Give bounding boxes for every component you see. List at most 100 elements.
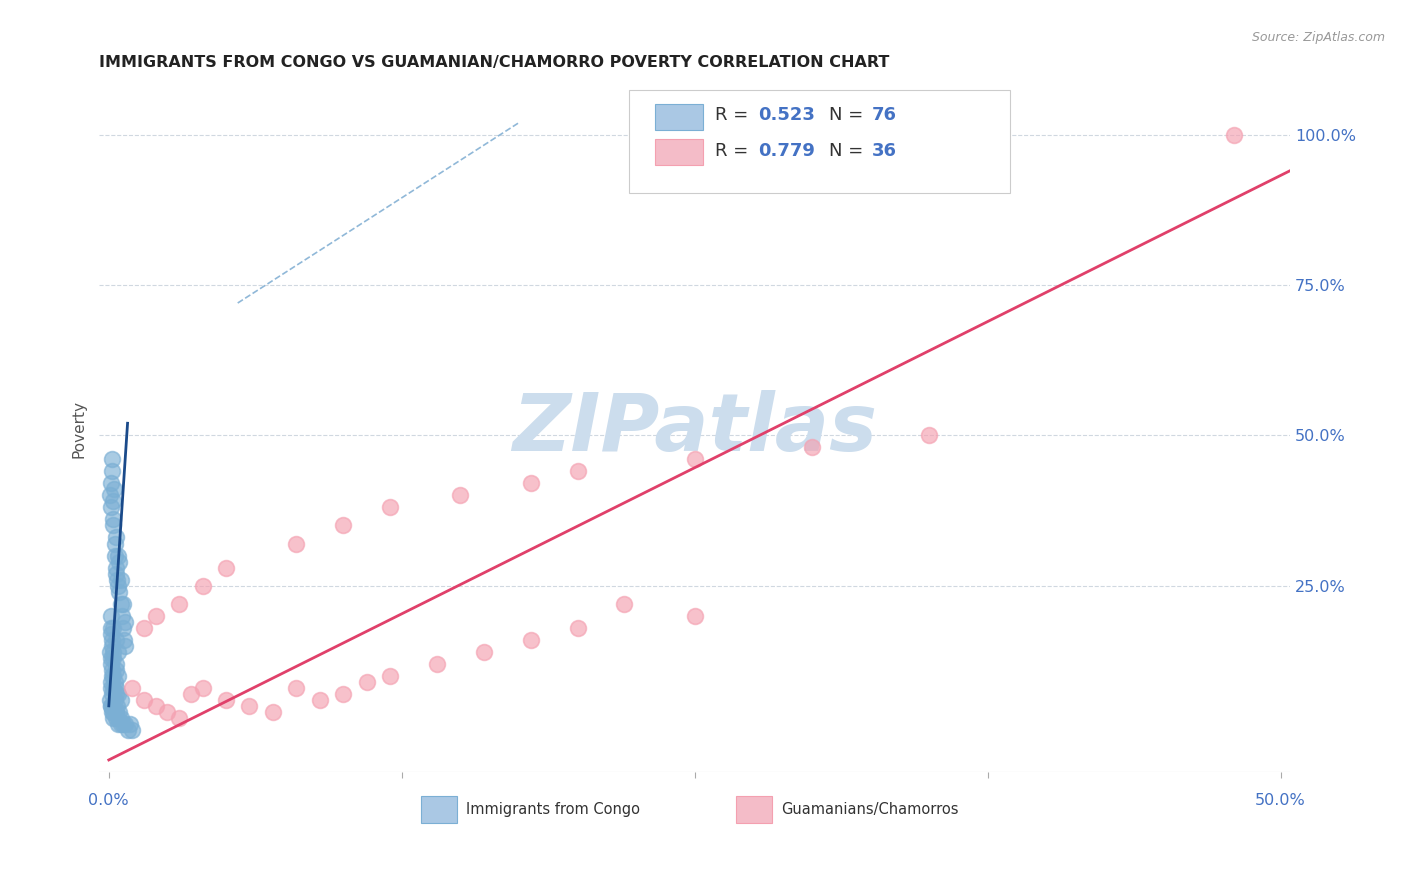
Point	[104, 681, 127, 695]
Point	[100, 687, 122, 701]
Point	[567, 621, 589, 635]
Point	[110, 711, 132, 725]
Point	[800, 440, 823, 454]
Point	[103, 681, 125, 695]
Text: 0.523: 0.523	[758, 106, 814, 124]
Point	[100, 650, 122, 665]
Point	[132, 693, 155, 707]
Point	[145, 698, 167, 713]
Point	[110, 717, 132, 731]
Point	[215, 693, 238, 707]
Point	[449, 488, 471, 502]
Point	[111, 621, 134, 635]
Point	[613, 597, 636, 611]
Point	[107, 711, 129, 725]
Point	[114, 639, 136, 653]
Point	[180, 687, 202, 701]
Text: 76: 76	[872, 106, 897, 124]
Point	[111, 717, 134, 731]
Point	[107, 549, 129, 563]
Text: 0.779: 0.779	[758, 142, 814, 160]
FancyBboxPatch shape	[630, 90, 1010, 193]
Point	[103, 705, 125, 719]
Text: 0.0%: 0.0%	[89, 793, 129, 808]
Point	[101, 452, 124, 467]
Point	[101, 639, 124, 653]
Point	[156, 705, 179, 719]
Point	[100, 698, 122, 713]
Point	[111, 608, 134, 623]
Point	[117, 723, 139, 737]
Point	[426, 657, 449, 671]
Point	[100, 621, 122, 635]
Point	[103, 483, 125, 497]
Point	[104, 549, 127, 563]
Point	[103, 650, 125, 665]
Text: ZIPatlas: ZIPatlas	[512, 391, 877, 468]
Text: N =: N =	[830, 142, 869, 160]
Bar	[655, 103, 703, 129]
Point	[100, 698, 122, 713]
Point	[121, 681, 143, 695]
Point	[262, 705, 284, 719]
Point	[107, 555, 129, 569]
Point	[104, 560, 127, 574]
Point	[100, 632, 122, 647]
Point	[103, 711, 125, 725]
Point	[104, 687, 127, 701]
Point	[104, 657, 127, 671]
Point	[285, 536, 308, 550]
Text: N =: N =	[830, 106, 869, 124]
Bar	[737, 796, 772, 823]
Point	[100, 657, 122, 671]
Text: Immigrants from Congo: Immigrants from Congo	[467, 802, 640, 817]
Point	[98, 693, 121, 707]
Point	[104, 674, 127, 689]
Point	[1222, 128, 1244, 142]
Point	[103, 698, 125, 713]
Point	[108, 584, 131, 599]
Point	[98, 488, 121, 502]
Point	[104, 531, 127, 545]
Point	[100, 608, 122, 623]
Point	[104, 663, 127, 677]
Point	[101, 512, 124, 526]
Point	[683, 452, 706, 467]
Point	[110, 693, 132, 707]
Point	[101, 663, 124, 677]
Point	[104, 632, 127, 647]
Text: R =: R =	[716, 142, 754, 160]
Point	[519, 476, 541, 491]
Point	[105, 698, 128, 713]
Text: 50.0%: 50.0%	[1256, 793, 1306, 808]
Point	[107, 687, 129, 701]
Point	[378, 669, 401, 683]
Point	[356, 674, 378, 689]
Point	[285, 681, 308, 695]
Point	[112, 632, 135, 647]
Text: R =: R =	[716, 106, 754, 124]
Point	[101, 669, 124, 683]
Point	[100, 681, 122, 695]
Point	[98, 645, 121, 659]
Point	[107, 578, 129, 592]
Y-axis label: Poverty: Poverty	[72, 401, 86, 458]
Point	[107, 669, 129, 683]
Point	[103, 669, 125, 683]
Text: 36: 36	[872, 142, 897, 160]
Point	[145, 608, 167, 623]
Point	[167, 711, 190, 725]
Text: Source: ZipAtlas.com: Source: ZipAtlas.com	[1251, 31, 1385, 45]
Point	[167, 597, 190, 611]
Point	[100, 626, 122, 640]
Point	[191, 578, 214, 592]
Point	[104, 705, 127, 719]
Point	[107, 717, 129, 731]
Point	[114, 615, 136, 629]
Point	[103, 518, 125, 533]
Point	[103, 494, 125, 508]
Point	[100, 464, 122, 478]
Point	[114, 717, 136, 731]
Point	[132, 621, 155, 635]
Point	[332, 687, 354, 701]
